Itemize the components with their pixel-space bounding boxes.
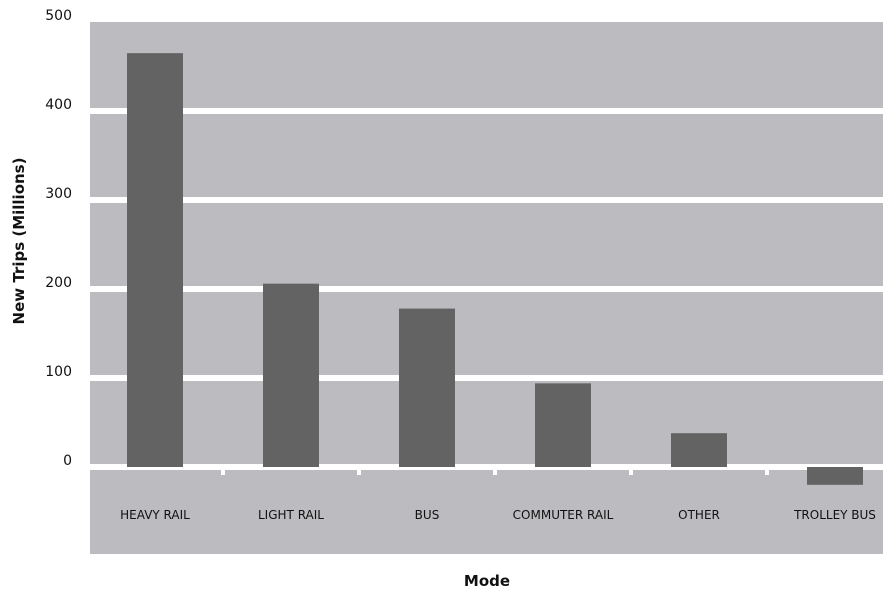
y-tick-labels: 0 100 200 300 400 500 bbox=[45, 8, 72, 469]
x-tick-labels: HEAVY RAIL LIGHT RAIL BUS COMMUTER RAIL OTHE… bbox=[120, 508, 876, 522]
bar-commuter-rail bbox=[535, 383, 591, 467]
y-tick-label: 500 bbox=[45, 8, 72, 24]
x-tick-label-light-rail: LIGHT RAIL bbox=[258, 508, 324, 522]
bars bbox=[127, 53, 863, 485]
x-tick-label-commuter-rail: COMMUTER RAIL bbox=[513, 508, 614, 522]
bar-bus bbox=[399, 308, 455, 467]
x-tick-marks bbox=[221, 467, 769, 475]
x-tick-label-other: OTHER bbox=[678, 508, 720, 522]
y-tick-label: 400 bbox=[45, 97, 72, 113]
bar-light-rail bbox=[263, 283, 319, 467]
x-tick-label-bus: BUS bbox=[415, 508, 440, 522]
y-tick-label: 200 bbox=[45, 275, 72, 291]
y-axis-title: New Trips (Millions) bbox=[10, 158, 28, 325]
y-tick-label: 300 bbox=[45, 186, 72, 202]
x-tick-label-trolley-bus: TROLLEY BUS bbox=[793, 508, 876, 522]
x-axis-title: Mode bbox=[464, 572, 510, 590]
bar-trolley-bus bbox=[807, 467, 863, 485]
x-tick-mark bbox=[221, 467, 225, 475]
bar-other bbox=[671, 433, 727, 467]
x-tick-mark bbox=[493, 467, 497, 475]
x-tick-mark bbox=[765, 467, 769, 475]
y-tick-label: 0 bbox=[63, 453, 72, 469]
x-tick-mark bbox=[629, 467, 633, 475]
x-tick-mark bbox=[357, 467, 361, 475]
x-tick-label-heavy-rail: HEAVY RAIL bbox=[120, 508, 190, 522]
bar-heavy-rail bbox=[127, 53, 183, 468]
y-tick-label: 100 bbox=[45, 364, 72, 380]
